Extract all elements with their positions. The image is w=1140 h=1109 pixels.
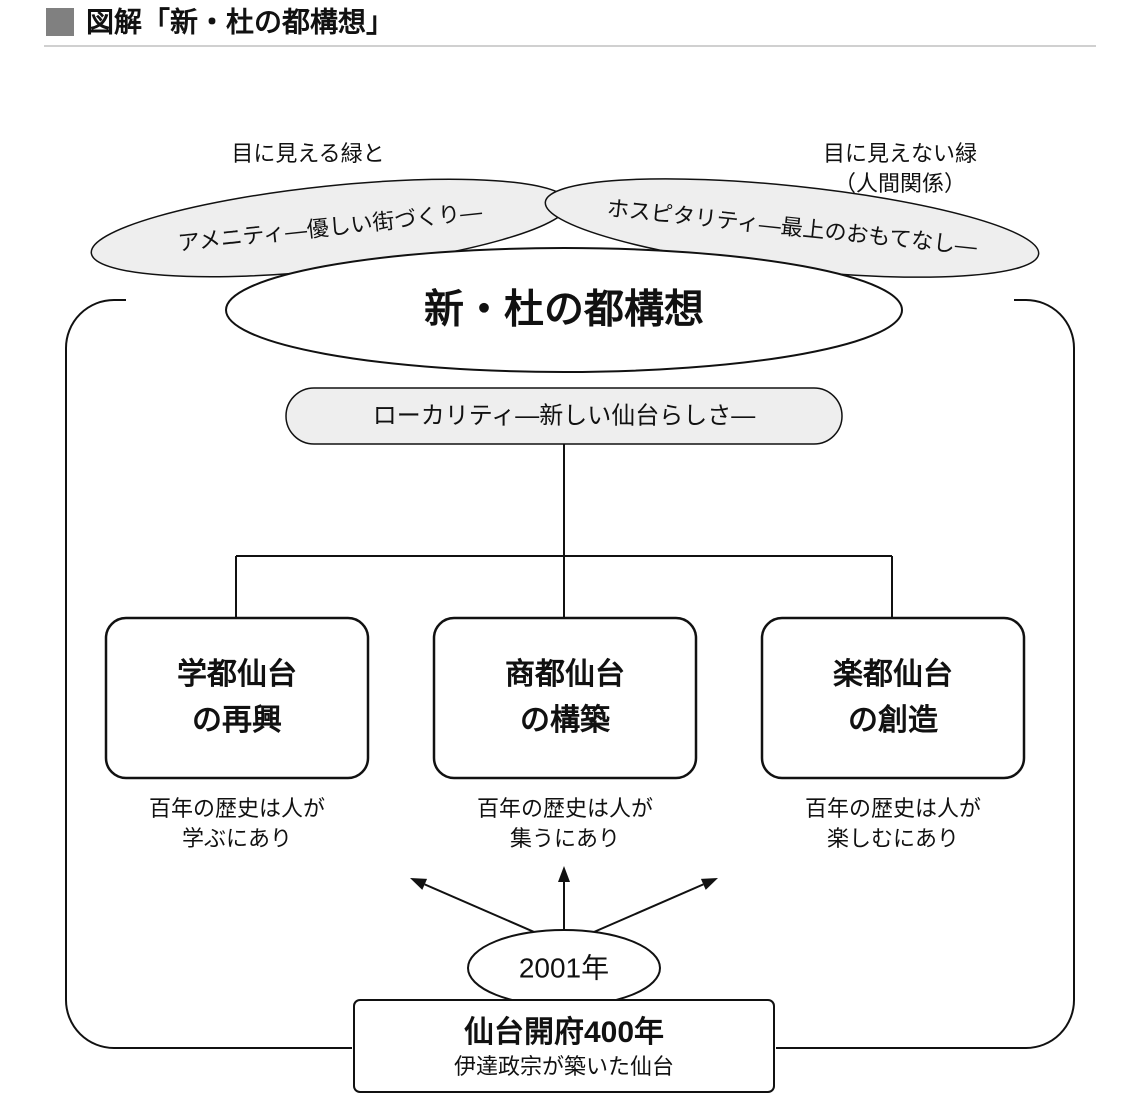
pillar-0-title-l2: の再興 xyxy=(192,704,282,737)
page-title: 図解「新・杜の都構想」 xyxy=(86,5,394,37)
annotation-left: 目に見える緑と xyxy=(231,141,384,166)
arrow-1-head xyxy=(558,866,570,882)
pillar-box-2 xyxy=(762,618,1024,778)
footer-title: 仙台開府400年 xyxy=(464,1015,664,1049)
pillar-2-caption-l2: 楽しむにあり xyxy=(827,826,959,851)
diagram-stage: 図解「新・杜の都構想」アメニティ―優しい街づくり―ホスピタリティ―最上のおもてな… xyxy=(0,0,1140,1104)
pillar-box-0 xyxy=(106,618,368,778)
pillar-1-title-l1: 商都仙台 xyxy=(505,657,625,691)
arrow-0-head xyxy=(410,878,427,890)
annotation-right-l1: 目に見えない緑 xyxy=(823,141,977,166)
diagram-svg: 図解「新・杜の都構想」アメニティ―優しい街づくり―ホスピタリティ―最上のおもてな… xyxy=(0,0,1140,1104)
pillar-box-1 xyxy=(434,618,696,778)
main-ellipse-label: 新・杜の都構想 xyxy=(424,288,704,332)
pillar-0-title-l1: 学都仙台 xyxy=(177,657,297,691)
footer-sub: 伊達政宗が築いた仙台 xyxy=(454,1054,674,1079)
pillar-1-title-l2: の構築 xyxy=(520,703,611,737)
arrow-2-head xyxy=(701,878,718,890)
pillar-2-title-l2: の創造 xyxy=(848,704,938,737)
year-label: 2001年 xyxy=(519,952,609,983)
pillar-0-caption-l1: 百年の歴史は人が xyxy=(149,796,325,821)
title-square-icon xyxy=(46,8,74,36)
pillar-2-title-l1: 楽都仙台 xyxy=(833,657,953,691)
pillar-2-caption-l1: 百年の歴史は人が xyxy=(805,796,981,821)
pillar-1-caption-l2: 集うにあり xyxy=(510,826,620,851)
pillar-0-caption-l2: 学ぶにあり xyxy=(182,826,292,851)
locality-label: ローカリティ―新しい仙台らしさ― xyxy=(373,402,756,429)
annotation-right-l2: （人間関係） xyxy=(834,171,966,196)
pillar-1-caption-l1: 百年の歴史は人が xyxy=(477,796,653,821)
